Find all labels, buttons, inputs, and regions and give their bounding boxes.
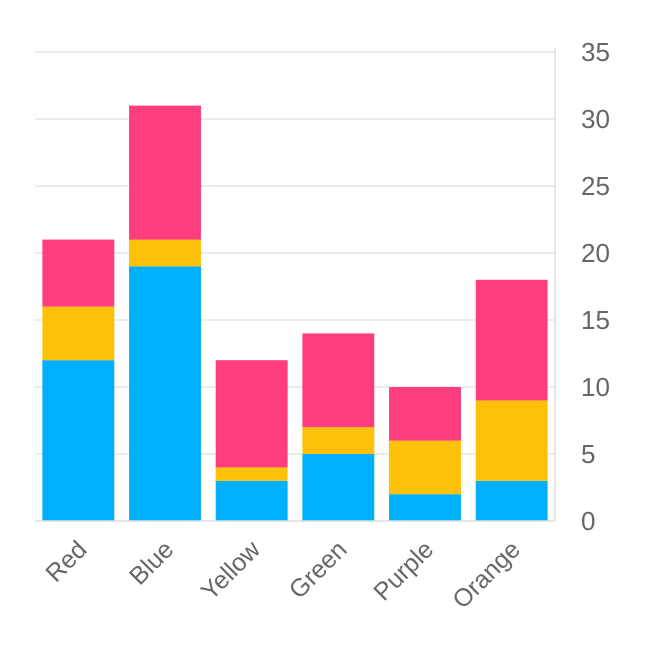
bar-blue-segment-2 bbox=[129, 239, 201, 267]
bar-orange-segment-3 bbox=[475, 279, 548, 401]
bar-orange-segment-1 bbox=[475, 480, 548, 521]
bar-blue-segment-3 bbox=[129, 105, 201, 240]
bar-green-segment-3 bbox=[302, 333, 375, 428]
bar-green-segment-1 bbox=[302, 454, 375, 521]
bar-purple-segment-3 bbox=[389, 387, 461, 441]
axes bbox=[35, 48, 556, 522]
bar-yellow-segment-3 bbox=[215, 360, 288, 468]
bar-red-segment-1 bbox=[42, 360, 115, 521]
x-category-label: Purple bbox=[368, 535, 439, 606]
bar-yellow-segment-1 bbox=[215, 480, 288, 521]
x-category-label: Blue bbox=[124, 535, 179, 590]
bar-red-segment-3 bbox=[42, 239, 115, 307]
bar-red-segment-2 bbox=[42, 306, 115, 361]
y-tick-label: 15 bbox=[581, 305, 610, 335]
x-category-label: Orange bbox=[447, 535, 526, 614]
y-tick-label: 0 bbox=[581, 506, 595, 536]
x-category-label: Yellow bbox=[196, 535, 267, 606]
y-tick-label: 5 bbox=[581, 439, 595, 469]
bar-purple-segment-2 bbox=[389, 440, 461, 495]
y-tick-label: 30 bbox=[581, 104, 610, 134]
bar-orange-segment-2 bbox=[475, 400, 548, 481]
y-tick-label: 35 bbox=[581, 37, 610, 67]
y-tick-labels: 0 5 10 15 20 25 30 35 bbox=[581, 37, 610, 536]
x-category-labels: Red Blue Yellow Green Purple Orange bbox=[40, 535, 526, 614]
bar-purple-segment-1 bbox=[389, 494, 461, 521]
bar-green-segment-2 bbox=[302, 427, 375, 454]
y-tick-label: 25 bbox=[581, 171, 610, 201]
bar-yellow-segment-2 bbox=[215, 467, 288, 481]
x-category-label: Red bbox=[40, 535, 92, 587]
grid-lines bbox=[35, 51, 555, 455]
y-tick-label: 20 bbox=[581, 238, 610, 268]
bars bbox=[42, 105, 548, 521]
y-tick-label: 10 bbox=[581, 372, 610, 402]
x-category-label: Green bbox=[284, 535, 353, 604]
bar-blue-segment-1 bbox=[129, 266, 201, 521]
